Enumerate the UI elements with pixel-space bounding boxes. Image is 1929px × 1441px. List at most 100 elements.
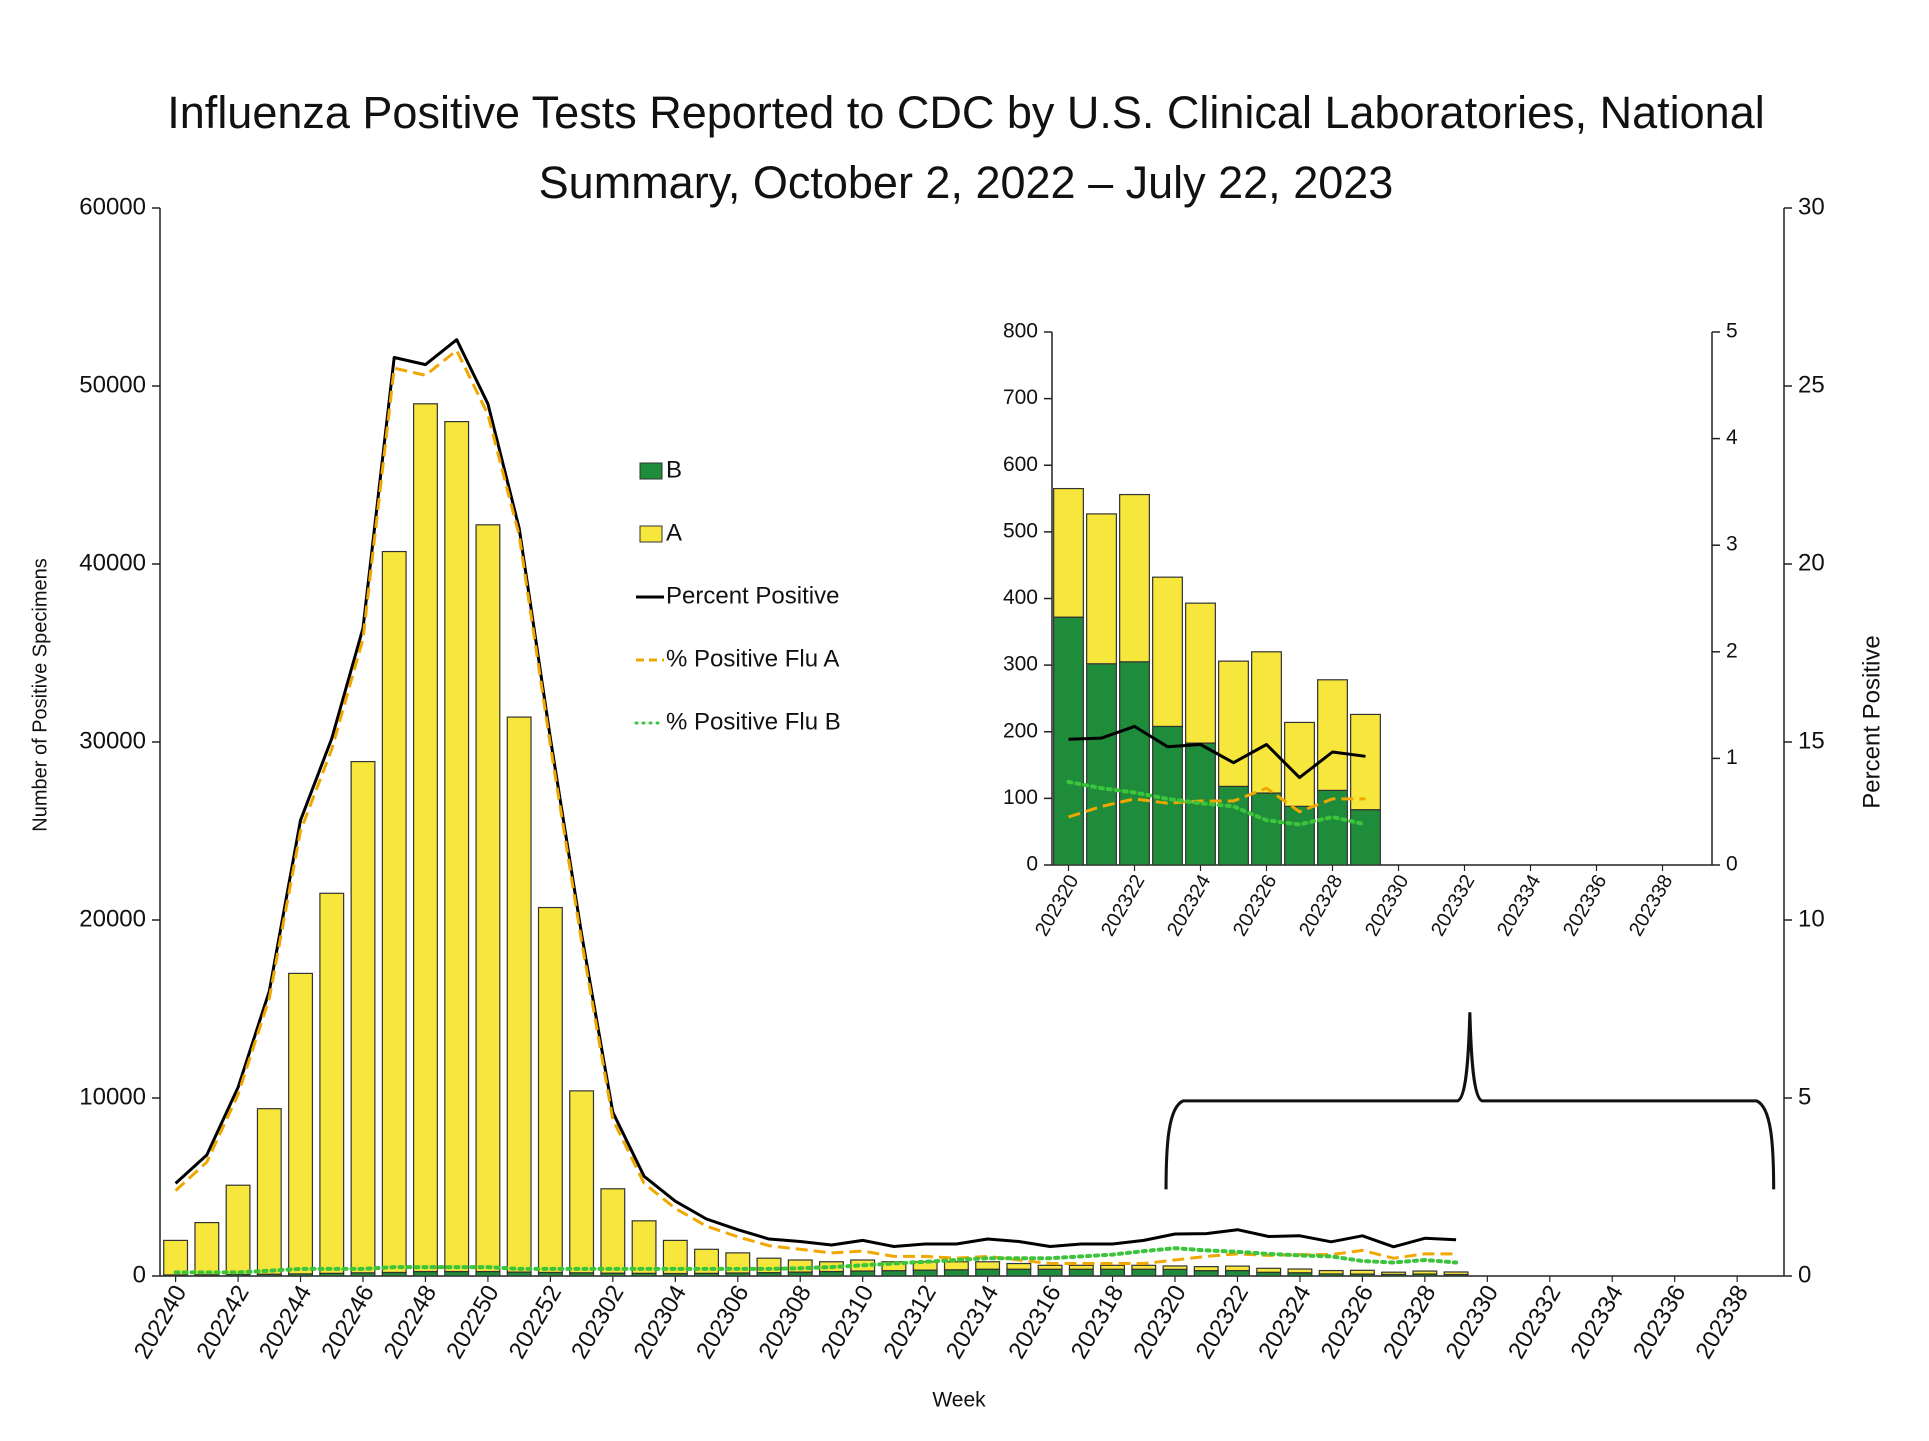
- bar: [1284, 805, 1315, 866]
- legend-swatch: [639, 462, 663, 480]
- x-tick-label: 202252: [504, 1281, 567, 1364]
- bar: [506, 716, 532, 1273]
- x-tick-label: 202250: [441, 1281, 504, 1364]
- bar: [1131, 1264, 1157, 1270]
- bar: [350, 760, 376, 1274]
- line-series: [173, 1246, 1459, 1275]
- x-axis-label: Week: [932, 1389, 986, 1412]
- x-tick-label: 202324: [1163, 871, 1215, 940]
- line-series: [1068, 786, 1366, 819]
- y-tick-label: 60000: [79, 193, 146, 220]
- x-tick-label: 202240: [129, 1281, 192, 1364]
- x-tick-label: 202328: [1378, 1281, 1441, 1364]
- x-tick-label: 202314: [941, 1281, 1004, 1364]
- bar: [1318, 1269, 1344, 1275]
- x-tick-label: 202336: [1559, 871, 1611, 940]
- bar: [1100, 1264, 1126, 1270]
- x-tick-label: 202246: [316, 1281, 379, 1364]
- x-tick-label: 202312: [878, 1281, 941, 1364]
- bar: [1381, 1271, 1407, 1276]
- y2-tick-label: 0: [1798, 1261, 1811, 1288]
- y-tick-label: 600: [1003, 453, 1038, 476]
- bar: [1256, 1267, 1282, 1273]
- bar: [1053, 487, 1084, 618]
- bar: [475, 524, 501, 1273]
- y-tick-label: 400: [1003, 586, 1038, 609]
- bar: [1053, 616, 1084, 866]
- bar: [1224, 1265, 1250, 1272]
- y2-tick-label: 10: [1798, 905, 1825, 932]
- x-tick-label: 202328: [1295, 871, 1347, 940]
- legend-label: % Positive Flu A: [666, 645, 839, 672]
- bar: [475, 1270, 501, 1277]
- bar: [1317, 789, 1348, 866]
- legend-label: A: [666, 519, 682, 546]
- bar: [1037, 1264, 1063, 1270]
- y-tick-label: 0: [133, 1261, 146, 1288]
- bar: [1086, 663, 1117, 866]
- bar: [881, 1261, 907, 1272]
- legend-swatch: [639, 525, 663, 543]
- x-tick-label: 202318: [1066, 1281, 1129, 1364]
- bar: [1218, 660, 1249, 787]
- y-tick-label: 0: [1026, 853, 1038, 876]
- bar: [1037, 1268, 1063, 1277]
- line-series: [1068, 724, 1366, 780]
- x-tick-label: 202242: [191, 1281, 254, 1364]
- bar: [1086, 513, 1117, 665]
- line-series: [174, 348, 1457, 1265]
- y-tick-label: 200: [1003, 719, 1038, 742]
- y2-tick-label: 4: [1726, 426, 1738, 449]
- y-tick-label: 700: [1003, 386, 1038, 409]
- x-tick-label: 202334: [1493, 871, 1545, 940]
- legend-label: % Positive Flu B: [666, 708, 841, 735]
- bar: [943, 1261, 969, 1271]
- x-tick-label: 202302: [566, 1281, 629, 1364]
- bar: [319, 892, 345, 1274]
- bar: [631, 1220, 657, 1274]
- x-tick-label: 202326: [1316, 1281, 1379, 1364]
- x-tick-label: 202322: [1191, 1281, 1254, 1364]
- y-tick-label: 20000: [79, 905, 146, 932]
- bar: [881, 1270, 907, 1277]
- line-series: [1066, 779, 1368, 827]
- bar: [818, 1270, 844, 1277]
- y-axis-label: Number of Positive Specimens: [29, 558, 51, 831]
- bar: [1224, 1269, 1250, 1277]
- x-tick-label: 202334: [1565, 1281, 1628, 1364]
- bar: [412, 403, 438, 1273]
- x-tick-label: 202322: [1097, 871, 1149, 940]
- bar: [1068, 1264, 1094, 1270]
- bar: [194, 1221, 220, 1276]
- bar: [1162, 1265, 1188, 1270]
- bar: [1284, 721, 1315, 807]
- y2-tick-label: 0: [1726, 853, 1738, 876]
- bar: [1162, 1268, 1188, 1277]
- bar: [1251, 651, 1282, 794]
- bar: [1251, 792, 1282, 866]
- x-tick-label: 202244: [254, 1281, 317, 1364]
- x-tick-label: 202320: [1128, 1281, 1191, 1364]
- x-tick-label: 202332: [1503, 1281, 1566, 1364]
- bar: [1317, 679, 1348, 791]
- y-tick-label: 10000: [79, 1083, 146, 1110]
- line-series: [174, 338, 1457, 1249]
- x-tick-label: 202338: [1625, 871, 1677, 940]
- bar: [600, 1188, 626, 1274]
- y2-tick-label: 25: [1798, 371, 1825, 398]
- x-tick-label: 202338: [1690, 1281, 1753, 1364]
- bar: [1443, 1271, 1469, 1276]
- x-tick-label: 202330: [1361, 871, 1413, 940]
- x-tick-label: 202324: [1253, 1281, 1316, 1364]
- bar: [1152, 576, 1183, 728]
- bar: [163, 1239, 189, 1276]
- x-tick-label: 202308: [753, 1281, 816, 1364]
- x-tick-label: 202336: [1628, 1281, 1691, 1364]
- bar: [662, 1239, 688, 1275]
- y2-tick-label: 5: [1726, 320, 1738, 343]
- bar: [850, 1270, 876, 1277]
- bar: [943, 1269, 969, 1277]
- x-tick-label: 202320: [1031, 871, 1083, 940]
- bar: [1119, 493, 1150, 663]
- bar: [975, 1268, 1001, 1277]
